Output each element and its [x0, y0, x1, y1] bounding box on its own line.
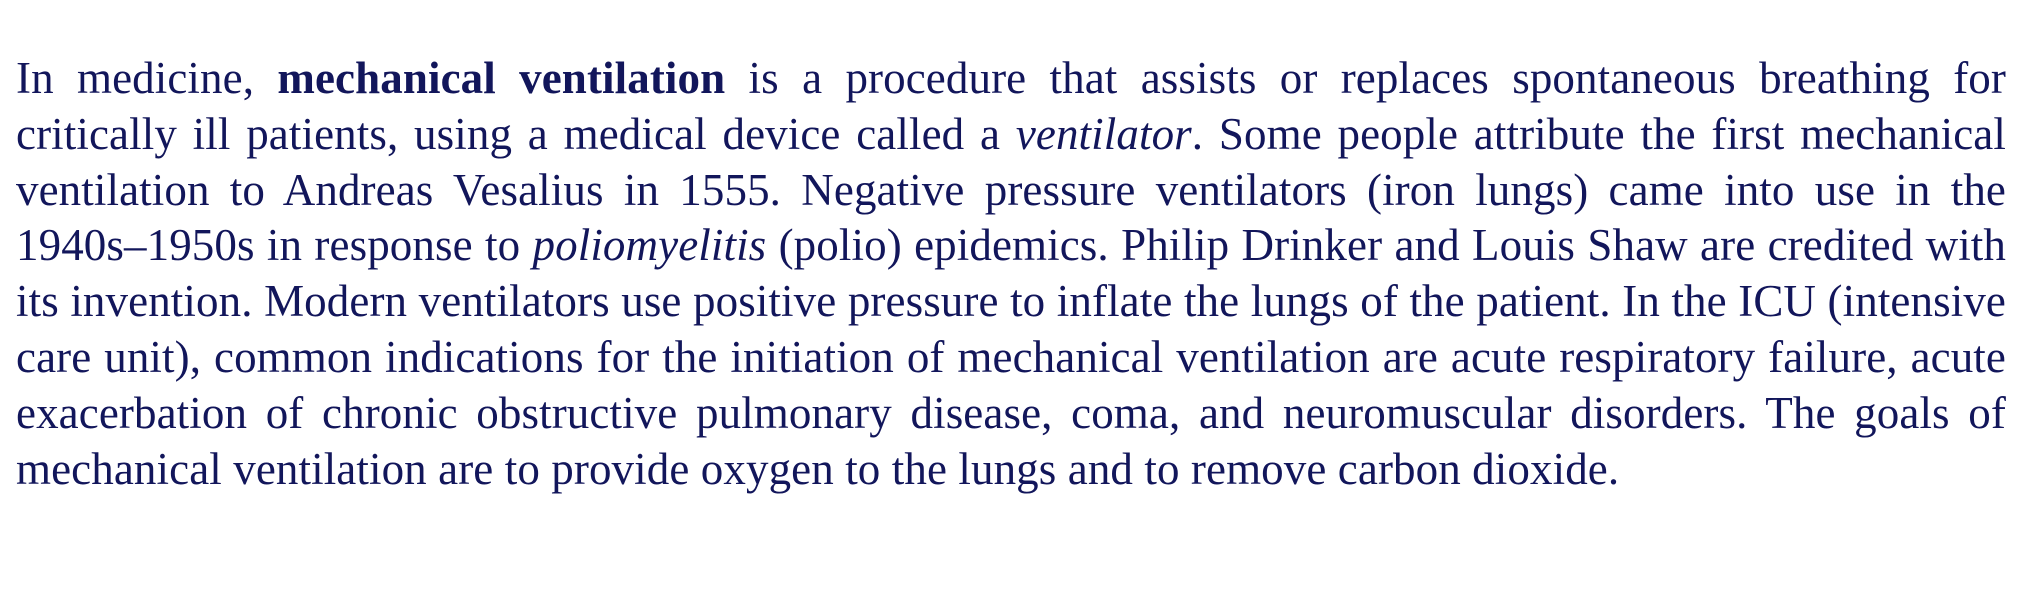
text-run-0: In medicine, — [16, 53, 277, 103]
text-run-5: poliomyelitis — [533, 220, 767, 270]
text-run-3: ventilator — [1016, 109, 1192, 159]
body-paragraph: In medicine, mechanical ventilation is a… — [0, 45, 2030, 497]
text-run-1: mechanical ventilation — [277, 53, 725, 103]
